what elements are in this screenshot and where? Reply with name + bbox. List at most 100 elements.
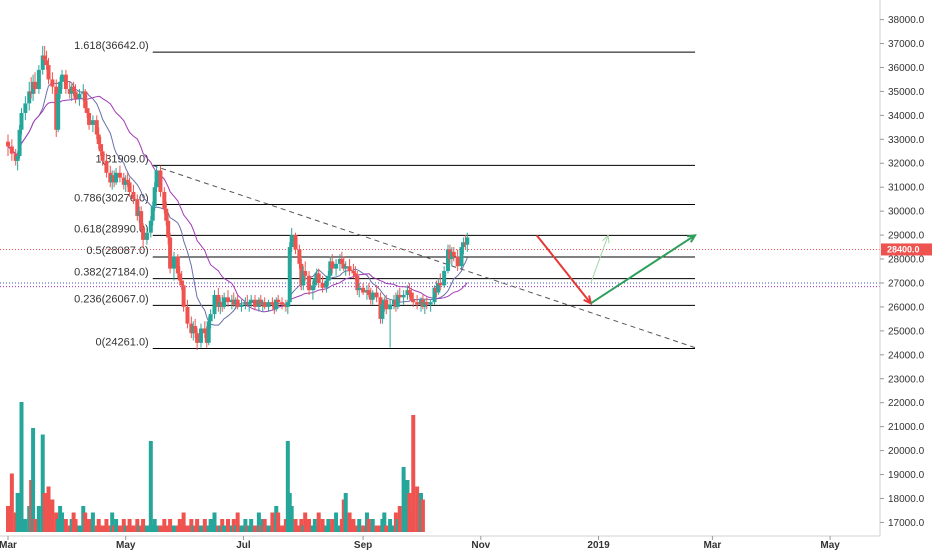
candle-body xyxy=(247,302,252,305)
volume-bar xyxy=(46,486,51,532)
candle-body xyxy=(135,199,140,216)
time-tick-label: May xyxy=(116,540,136,550)
candle-body xyxy=(380,304,385,319)
candle-body xyxy=(312,278,317,286)
time-tick-label: Mar xyxy=(0,540,17,550)
volume-bar xyxy=(185,525,190,532)
candle-body xyxy=(320,282,325,288)
volume-bar xyxy=(90,512,95,532)
price-tick-label: 21000.0 xyxy=(888,422,925,433)
current-price-badge: 28400.0 xyxy=(881,243,932,256)
volume-bar xyxy=(148,441,153,532)
volume-bar xyxy=(100,525,105,532)
volume-bar xyxy=(249,519,254,532)
candle-body xyxy=(347,266,352,271)
candle-body xyxy=(36,69,41,90)
candle-body xyxy=(104,160,109,173)
volume-bar xyxy=(420,499,425,532)
candle-body xyxy=(141,227,146,240)
volume-bar xyxy=(330,519,335,532)
candle-body xyxy=(326,275,331,281)
volume-bar xyxy=(33,519,38,532)
candle-body xyxy=(339,259,344,264)
candle-body xyxy=(411,299,416,303)
volume-bar xyxy=(195,519,200,532)
fib-level-label: 0.618(28990.0) xyxy=(74,223,149,235)
volume-bar xyxy=(6,506,10,532)
candle-body xyxy=(226,297,230,303)
volume-bar xyxy=(347,512,352,532)
candle-body xyxy=(424,302,429,305)
candle-body xyxy=(289,235,294,248)
fib-level-label: 0.786(30276.0) xyxy=(74,193,149,205)
candle-body xyxy=(56,93,61,130)
candle-body xyxy=(355,275,360,291)
volume-bar xyxy=(276,512,281,532)
candle-body xyxy=(46,65,51,80)
candle-body xyxy=(409,292,414,300)
candle-body xyxy=(100,151,105,161)
candle-body xyxy=(171,256,176,269)
fib-level-label: 1.618(36642.0) xyxy=(74,40,149,52)
fib-level-label: 0.5(28087.0) xyxy=(86,245,148,257)
volume-bar xyxy=(262,519,267,532)
candle-body xyxy=(198,328,203,343)
candle-body xyxy=(73,91,78,99)
price-axis[interactable]: 17000.0 18000.0 19000.0 20000.0 21000.0 22000… xyxy=(880,15,925,529)
candle-body xyxy=(193,326,198,334)
time-axis[interactable]: Mar May Jul Sep Nov 2019 Mar May xyxy=(0,536,840,551)
candle-body xyxy=(83,91,88,109)
price-tick-label: 20000.0 xyxy=(888,446,925,457)
candle-body xyxy=(465,237,470,245)
time-tick-label: Jul xyxy=(236,540,251,550)
price-tick-label: 28000.0 xyxy=(888,255,925,266)
candle-body xyxy=(168,237,173,269)
candle-body xyxy=(307,275,312,291)
candle-body xyxy=(451,251,456,257)
candle-body xyxy=(401,294,406,298)
volume-bar xyxy=(388,519,393,532)
volume-bar xyxy=(397,506,402,532)
candle-body xyxy=(90,120,95,125)
volume-bar xyxy=(171,525,176,532)
volume-bar xyxy=(256,512,261,532)
volume-bar xyxy=(19,402,24,532)
candle-body xyxy=(15,156,20,161)
volume-bar xyxy=(154,525,159,532)
volume-bar xyxy=(110,512,115,532)
volume-bar xyxy=(401,467,406,532)
candle-body xyxy=(148,220,153,233)
candle-body xyxy=(384,299,389,310)
candle-body xyxy=(152,187,157,207)
candle-body xyxy=(328,261,333,276)
candle-body xyxy=(270,302,275,305)
candle-body xyxy=(127,182,132,192)
volume-bar xyxy=(382,512,387,532)
candle-body xyxy=(366,290,371,295)
projection-arrow-head-faint xyxy=(602,234,610,244)
price-tick-label: 22000.0 xyxy=(888,398,925,409)
candle-body xyxy=(274,299,279,310)
volume-bar xyxy=(31,428,36,532)
candle-body xyxy=(353,273,358,276)
candle-body xyxy=(50,79,55,87)
current-price-badge-bg xyxy=(881,243,932,256)
candle-body xyxy=(6,141,10,147)
candle-body xyxy=(357,287,362,291)
candle-body xyxy=(303,271,308,276)
price-tick-label: 18000.0 xyxy=(888,494,925,505)
candle-body xyxy=(42,55,47,61)
price-tick-label: 33000.0 xyxy=(888,135,925,146)
candle-body xyxy=(208,314,213,322)
candle-body xyxy=(195,333,200,343)
candle-body xyxy=(175,256,180,274)
candle-body xyxy=(374,292,379,298)
candle-body xyxy=(446,249,450,271)
candle-body xyxy=(162,191,167,209)
volume-bar xyxy=(235,512,240,532)
candle-body xyxy=(280,302,285,305)
volume-bar xyxy=(361,525,366,532)
fibonacci-layer: 1.618(36642.0) 1(31909.0) 0.786(30276.0) 0.… xyxy=(74,40,696,350)
volume-bar xyxy=(280,525,285,532)
